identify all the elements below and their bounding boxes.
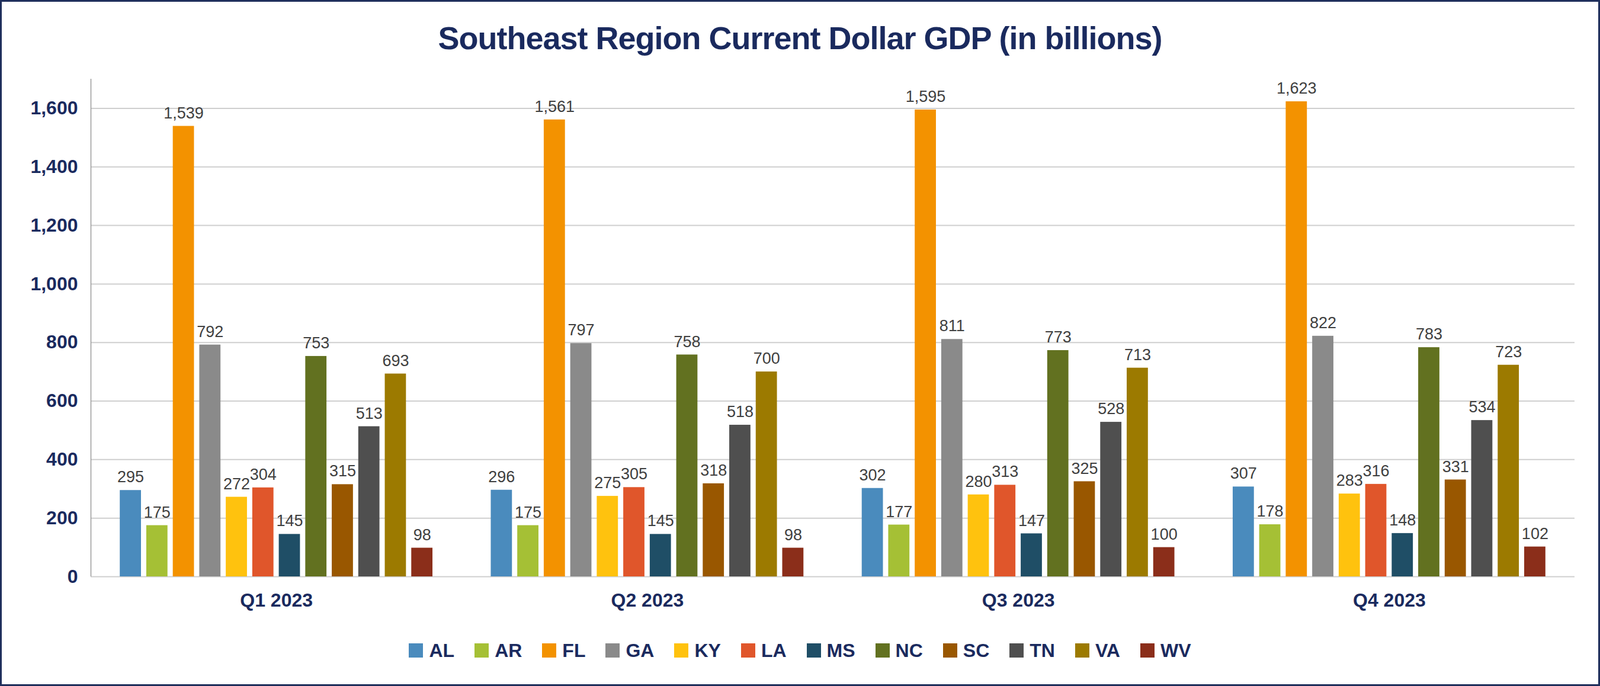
svg-text:534: 534 [1468, 398, 1496, 416]
svg-text:177: 177 [885, 502, 913, 521]
html-text:TN: TN [1029, 639, 1055, 661]
svg-text:773: 773 [1044, 328, 1072, 346]
svg-text:302: 302 [859, 466, 887, 484]
svg-text:145: 145 [647, 511, 675, 530]
svg-text:98: 98 [784, 526, 803, 544]
svg-text:528: 528 [1097, 399, 1125, 418]
svg-text:315: 315 [329, 462, 357, 480]
svg-text:Q2 2023: Q2 2023 [610, 589, 684, 611]
svg-text:723: 723 [1495, 342, 1522, 361]
svg-text:148: 148 [1389, 511, 1416, 529]
svg-text:600: 600 [46, 389, 78, 412]
svg-text:822: 822 [1309, 313, 1337, 332]
svg-text:Q1 2023: Q1 2023 [239, 589, 313, 611]
html-text:MS: MS [826, 639, 856, 661]
svg-text:783: 783 [1415, 325, 1443, 343]
svg-text:753: 753 [302, 334, 330, 352]
svg-text:175: 175 [143, 503, 171, 522]
svg-text:313: 313 [991, 462, 1019, 481]
svg-text:304: 304 [249, 465, 277, 484]
svg-text:518: 518 [726, 402, 754, 421]
svg-text:272: 272 [223, 475, 250, 493]
svg-text:280: 280 [964, 472, 992, 491]
html-text:AL: AL [429, 639, 455, 661]
svg-text:307: 307 [1230, 464, 1258, 483]
svg-text:318: 318 [700, 461, 727, 480]
svg-text:1,595: 1,595 [905, 87, 947, 106]
html-text:NC: NC [895, 639, 923, 661]
html-text:KY: KY [694, 639, 721, 661]
svg-text:1,200: 1,200 [30, 214, 78, 236]
svg-text:296: 296 [488, 467, 515, 486]
svg-text:797: 797 [568, 321, 595, 339]
svg-text:713: 713 [1124, 345, 1151, 364]
html-text:SC: SC [963, 639, 990, 661]
svg-text:Q3 2023: Q3 2023 [982, 589, 1056, 611]
svg-text:0: 0 [67, 565, 79, 588]
svg-text:Q4 2023: Q4 2023 [1352, 589, 1426, 611]
svg-text:700: 700 [753, 349, 781, 368]
html-text:Southeast Region Current Dolla: Southeast Region Current Dollar GDP (in … [438, 20, 1162, 56]
svg-text:792: 792 [196, 322, 224, 341]
html-text:FL: FL [562, 639, 586, 661]
svg-text:98: 98 [413, 526, 432, 544]
svg-text:295: 295 [117, 467, 144, 486]
svg-text:283: 283 [1336, 471, 1364, 490]
svg-text:102: 102 [1521, 524, 1549, 543]
svg-text:147: 147 [1018, 511, 1045, 530]
svg-text:325: 325 [1071, 459, 1098, 478]
html-text:LA: LA [761, 639, 787, 661]
html-text:WV: WV [1160, 639, 1191, 661]
svg-text:331: 331 [1442, 457, 1470, 476]
svg-text:1,623: 1,623 [1276, 79, 1317, 98]
html-text:GA: GA [625, 639, 655, 661]
svg-text:400: 400 [46, 448, 78, 470]
svg-text:1,600: 1,600 [30, 97, 78, 119]
svg-text:100: 100 [1150, 525, 1178, 544]
svg-text:175: 175 [514, 503, 542, 522]
svg-text:1,561: 1,561 [534, 97, 576, 116]
svg-text:800: 800 [46, 331, 78, 353]
svg-text:316: 316 [1362, 462, 1390, 480]
svg-text:758: 758 [673, 332, 701, 351]
svg-text:1,539: 1,539 [163, 104, 204, 123]
svg-text:1,000: 1,000 [30, 273, 78, 295]
html-text:AR: AR [494, 639, 523, 661]
svg-text:200: 200 [46, 507, 78, 529]
svg-text:513: 513 [356, 404, 383, 423]
svg-text:145: 145 [276, 511, 303, 530]
svg-text:275: 275 [594, 473, 621, 492]
svg-text:693: 693 [382, 351, 409, 370]
html-text:VA: VA [1095, 639, 1121, 661]
svg-text:1,400: 1,400 [30, 155, 78, 178]
svg-text:178: 178 [1257, 502, 1284, 521]
svg-text:811: 811 [939, 316, 965, 335]
svg-text:305: 305 [620, 465, 648, 483]
